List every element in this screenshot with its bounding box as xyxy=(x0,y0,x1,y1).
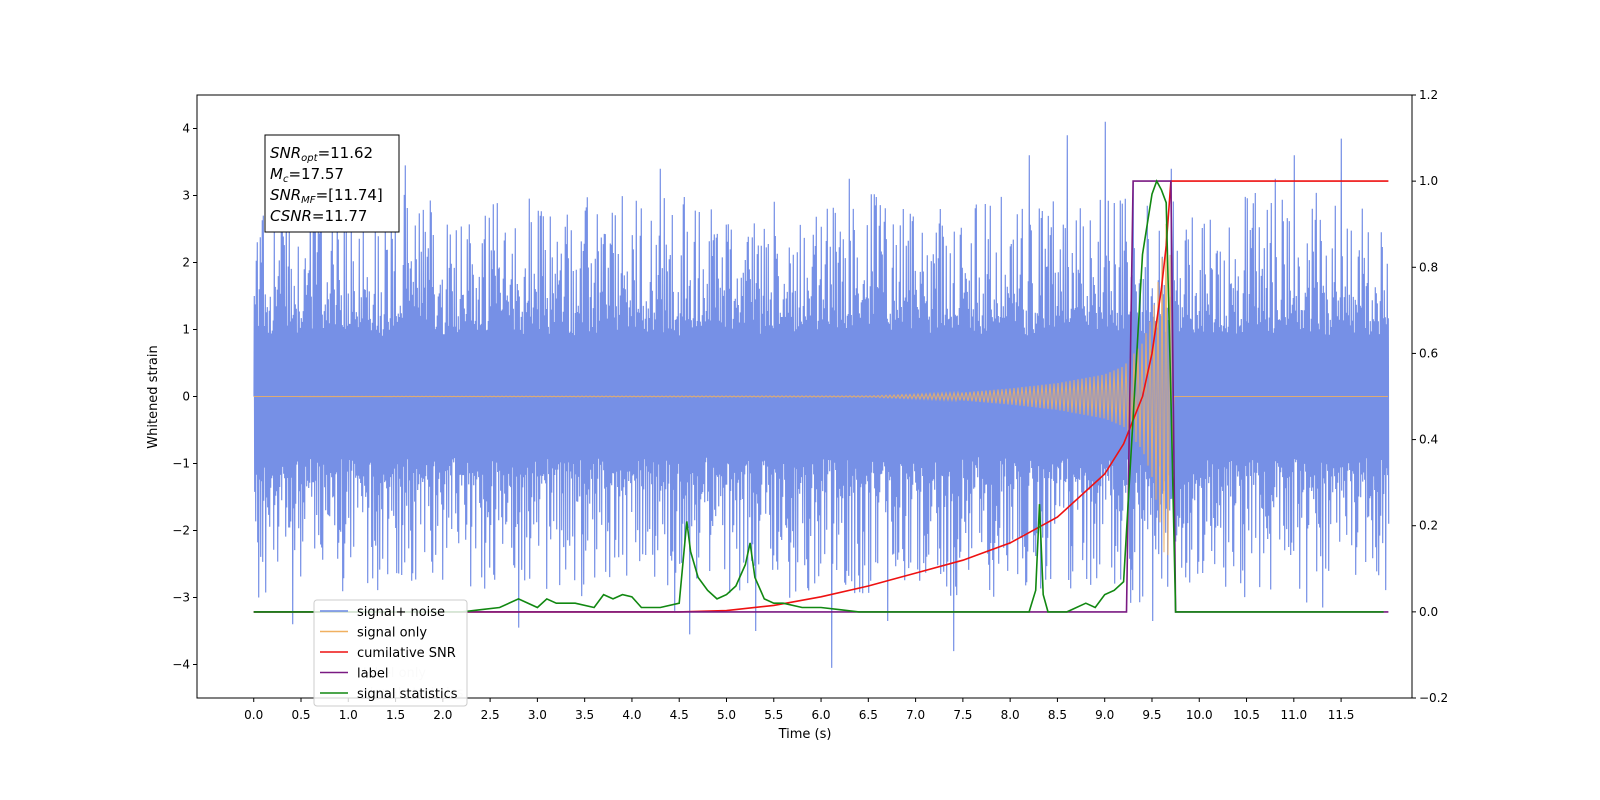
x-tick-label: 3.5 xyxy=(575,708,594,722)
x-tick-label: 9.5 xyxy=(1142,708,1161,722)
series-lines xyxy=(253,179,1389,613)
y-tick-label: 1 xyxy=(182,323,190,337)
legend-label: signal+ noise xyxy=(357,605,445,620)
x-axis-ticks: 0.0 0.5 1.0 1.5 2.0 2.5 3.0 3.5 4.0 4.5 5.0 5.5 6.0 6… xyxy=(244,698,1354,722)
cumilative-snr-line xyxy=(253,180,1389,613)
annotation-frame xyxy=(264,134,400,233)
y2-tick-label: 0.0 xyxy=(1419,605,1438,619)
x-tick-label: 3.0 xyxy=(528,708,547,722)
legend-label: label xyxy=(357,667,388,682)
x-tick-label: 5.5 xyxy=(764,708,783,722)
annotation-box: SNRopt=11.62Mc=17.57SNRMF=[11.74]CSNR=11… xyxy=(264,134,400,233)
y-tick-label: 2 xyxy=(182,256,190,270)
y2-tick-label: 1.2 xyxy=(1419,88,1438,102)
x-tick-label: 11.5 xyxy=(1328,708,1355,722)
x-tick-label: 1.5 xyxy=(386,708,405,722)
y2-tick-label: 1.0 xyxy=(1419,174,1438,188)
y2-tick-label: 0.8 xyxy=(1419,260,1438,274)
x-tick-label: 0.0 xyxy=(244,708,263,722)
y-axis-label: Whitened strain xyxy=(146,345,161,448)
legend: label onlysignal statisticssignal+ noise… xyxy=(313,599,468,707)
y-axis-ticks: −4 −3 −2 −1 0 1 2 3 4 xyxy=(172,122,197,672)
y2-tick-label: 0.4 xyxy=(1419,433,1438,447)
signal-only-line xyxy=(253,223,1388,556)
x-tick-label: 2.5 xyxy=(481,708,500,722)
y2-tick-label: 0.6 xyxy=(1419,346,1438,360)
x-tick-label: 9.0 xyxy=(1095,708,1114,722)
x-tick-label: 7.0 xyxy=(906,708,925,722)
annotation-symbol: CSNR xyxy=(270,207,312,225)
series-signal-plus-noise xyxy=(253,121,1390,668)
signal-plus-noise-line xyxy=(253,121,1390,668)
y-tick-label: −4 xyxy=(172,658,190,672)
annotation-value: =17.57 xyxy=(288,165,344,183)
x-tick-label: 8.0 xyxy=(1001,708,1020,722)
legend-label: signal only xyxy=(357,626,427,641)
y-tick-label: 0 xyxy=(182,390,190,404)
x-tick-label: 5.0 xyxy=(717,708,736,722)
y-tick-label: −1 xyxy=(172,457,190,471)
annotation-value: =[11.74] xyxy=(316,186,383,204)
annotation-subscript: MF xyxy=(301,195,316,206)
x-tick-label: 6.0 xyxy=(811,708,830,722)
annotation-line: SNRMF=[11.74] xyxy=(270,186,383,206)
legend-label: cumilative SNR xyxy=(357,646,456,661)
annotation-symbol: SNR xyxy=(270,144,301,162)
annotation-subscript: c xyxy=(283,174,289,185)
x-tick-label: 1.0 xyxy=(339,708,358,722)
annotation-value: =11.77 xyxy=(312,207,368,225)
legend-label: signal statistics xyxy=(357,687,458,702)
x-tick-label: 10.5 xyxy=(1233,708,1260,722)
signal-statistics-line xyxy=(253,179,1384,613)
annotation-line: SNRopt=11.62 xyxy=(270,144,373,164)
annotation-symbol: SNR xyxy=(270,186,301,204)
annotation-line: Mc=17.57 xyxy=(270,165,344,185)
y2-tick-label: −0.2 xyxy=(1419,691,1448,705)
annotation-value: =11.62 xyxy=(318,144,374,162)
series-signal-only xyxy=(253,223,1388,556)
x-tick-label: 4.0 xyxy=(622,708,641,722)
x-tick-label: 11.0 xyxy=(1280,708,1307,722)
y-tick-label: 3 xyxy=(182,189,190,203)
x-tick-label: 6.5 xyxy=(859,708,878,722)
y-tick-label: −3 xyxy=(172,591,190,605)
x-tick-label: 7.5 xyxy=(953,708,972,722)
legend-frame xyxy=(313,599,468,707)
y-tick-label: −2 xyxy=(172,524,190,538)
annotation-line: CSNR=11.77 xyxy=(270,207,367,225)
x-tick-label: 0.5 xyxy=(291,708,310,722)
y2-axis-ticks: −0.2 0.0 0.2 0.4 0.6 0.8 1.0 1.2 xyxy=(1412,88,1448,705)
x-tick-label: 10.0 xyxy=(1186,708,1213,722)
y2-tick-label: 0.2 xyxy=(1419,519,1438,533)
x-tick-label: 8.5 xyxy=(1048,708,1067,722)
x-tick-label: 4.5 xyxy=(670,708,689,722)
annotation-subscript: opt xyxy=(301,153,318,164)
x-tick-label: 2.0 xyxy=(433,708,452,722)
y-tick-label: 4 xyxy=(182,122,190,136)
annotation-symbol: M xyxy=(270,165,283,183)
x-axis-label: Time (s) xyxy=(778,727,832,742)
